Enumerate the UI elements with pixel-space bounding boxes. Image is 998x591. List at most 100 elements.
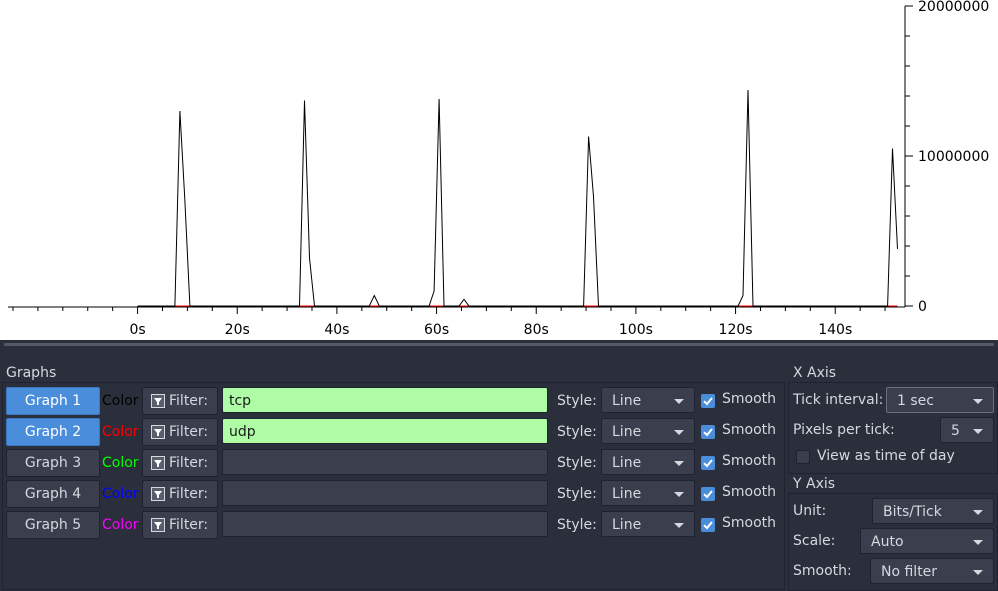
display-filter-input[interactable]: [222, 449, 548, 475]
display-filter-input[interactable]: [222, 480, 548, 506]
chevron-down-icon: [973, 429, 983, 434]
filter-edit-icon: [151, 518, 165, 532]
graph-color-button[interactable]: Color: [102, 511, 139, 539]
smooth-checkbox[interactable]: [701, 518, 715, 532]
x-tick-label: 60s: [424, 322, 449, 338]
unit-value: Bits/Tick: [883, 499, 942, 525]
graphs-panel-title: Graphs: [6, 365, 56, 381]
smooth-checkbox[interactable]: [701, 487, 715, 501]
chevron-down-icon: [973, 510, 983, 515]
tick-interval-label: Tick interval:: [793, 392, 883, 408]
style-value: Line: [612, 481, 641, 507]
pixels-per-tick-label: Pixels per tick:: [793, 422, 895, 438]
chevron-down-icon: [973, 540, 983, 545]
display-filter-input[interactable]: udp: [222, 418, 548, 444]
x-axis-title: X Axis: [793, 365, 836, 381]
graph-enable-button[interactable]: Graph 3: [6, 449, 100, 477]
smooth-label: Smooth: [722, 385, 776, 413]
filter-edit-icon: [151, 394, 165, 408]
chevron-down-icon: [674, 523, 684, 528]
style-label: Style:: [557, 387, 597, 415]
y-smooth-label: Smooth:: [793, 563, 852, 579]
splitter-handle[interactable]: [0, 340, 998, 348]
smooth-label: Smooth: [722, 509, 776, 537]
x-tick-label: 40s: [324, 322, 349, 338]
style-select[interactable]: Line: [601, 511, 695, 537]
display-filter-input[interactable]: tcp: [222, 387, 548, 413]
y-axis-title: Y Axis: [793, 476, 835, 492]
style-select[interactable]: Line: [601, 480, 695, 506]
x-tick-label: 0s: [129, 322, 145, 338]
smooth-label: Smooth: [722, 416, 776, 444]
filter-button-label: Filter:: [169, 419, 208, 445]
smooth-checkbox[interactable]: [701, 425, 715, 439]
pixels-per-tick-select[interactable]: 5: [940, 417, 994, 443]
scale-value: Auto: [871, 529, 904, 555]
filter-button-label: Filter:: [169, 512, 208, 538]
display-filter-input[interactable]: [222, 511, 548, 537]
scale-label: Scale:: [793, 533, 835, 549]
style-select[interactable]: Line: [601, 387, 695, 413]
filter-button[interactable]: Filter:: [142, 511, 218, 539]
graph-enable-button[interactable]: Graph 1: [6, 387, 100, 415]
filter-button[interactable]: Filter:: [142, 387, 218, 415]
graph-color-button[interactable]: Color: [102, 387, 139, 415]
graph-enable-button[interactable]: Graph 4: [6, 480, 100, 508]
filter-edit-icon: [151, 456, 165, 470]
x-tick-label: 80s: [524, 322, 549, 338]
filter-button[interactable]: Filter:: [142, 449, 218, 477]
tick-interval-value: 1 sec: [897, 388, 934, 414]
filter-edit-icon: [151, 425, 165, 439]
filter-button[interactable]: Filter:: [142, 418, 218, 446]
graph-enable-button[interactable]: Graph 2: [6, 418, 100, 446]
x-tick-label: 20s: [225, 322, 250, 338]
time-of-day-checkbox[interactable]: [796, 450, 810, 464]
filter-button-label: Filter:: [169, 481, 208, 507]
smooth-checkbox[interactable]: [701, 394, 715, 408]
smooth-checkbox[interactable]: [701, 456, 715, 470]
style-value: Line: [612, 388, 641, 414]
filter-button-label: Filter:: [169, 388, 208, 414]
splitter-grip: [4, 343, 994, 346]
smooth-label: Smooth: [722, 478, 776, 506]
style-label: Style:: [557, 480, 597, 508]
style-value: Line: [612, 512, 641, 538]
style-label: Style:: [557, 418, 597, 446]
filter-button-label: Filter:: [169, 450, 208, 476]
graph-color-button[interactable]: Color: [102, 480, 139, 508]
pixels-per-tick-value: 5: [951, 418, 960, 444]
style-select[interactable]: Line: [601, 449, 695, 475]
graph-color-button[interactable]: Color: [102, 449, 139, 477]
filter-edit-icon: [151, 487, 165, 501]
scale-select[interactable]: Auto: [860, 528, 994, 554]
style-label: Style:: [557, 511, 597, 539]
graph-enable-button[interactable]: Graph 5: [6, 511, 100, 539]
filter-button[interactable]: Filter:: [142, 480, 218, 508]
chevron-down-icon: [674, 492, 684, 497]
style-value: Line: [612, 450, 641, 476]
graph-color-button[interactable]: Color: [102, 418, 139, 446]
unit-select[interactable]: Bits/Tick: [872, 498, 994, 524]
chevron-down-icon: [973, 399, 983, 404]
style-label: Style:: [557, 449, 597, 477]
tick-interval-select[interactable]: 1 sec: [886, 387, 994, 413]
chevron-down-icon: [674, 399, 684, 404]
series-line: [138, 90, 898, 306]
time-of-day-label: View as time of day: [817, 448, 955, 464]
style-select[interactable]: Line: [601, 418, 695, 444]
y-smooth-select[interactable]: No filter: [870, 558, 994, 584]
y-tick-label: 10000000: [918, 149, 989, 165]
style-value: Line: [612, 419, 641, 445]
x-tick-label: 140s: [818, 322, 852, 338]
x-tick-label: 100s: [619, 322, 653, 338]
chevron-down-icon: [674, 430, 684, 435]
x-tick-label: 120s: [719, 322, 753, 338]
unit-label: Unit:: [793, 503, 826, 519]
y-smooth-value: No filter: [881, 559, 937, 585]
